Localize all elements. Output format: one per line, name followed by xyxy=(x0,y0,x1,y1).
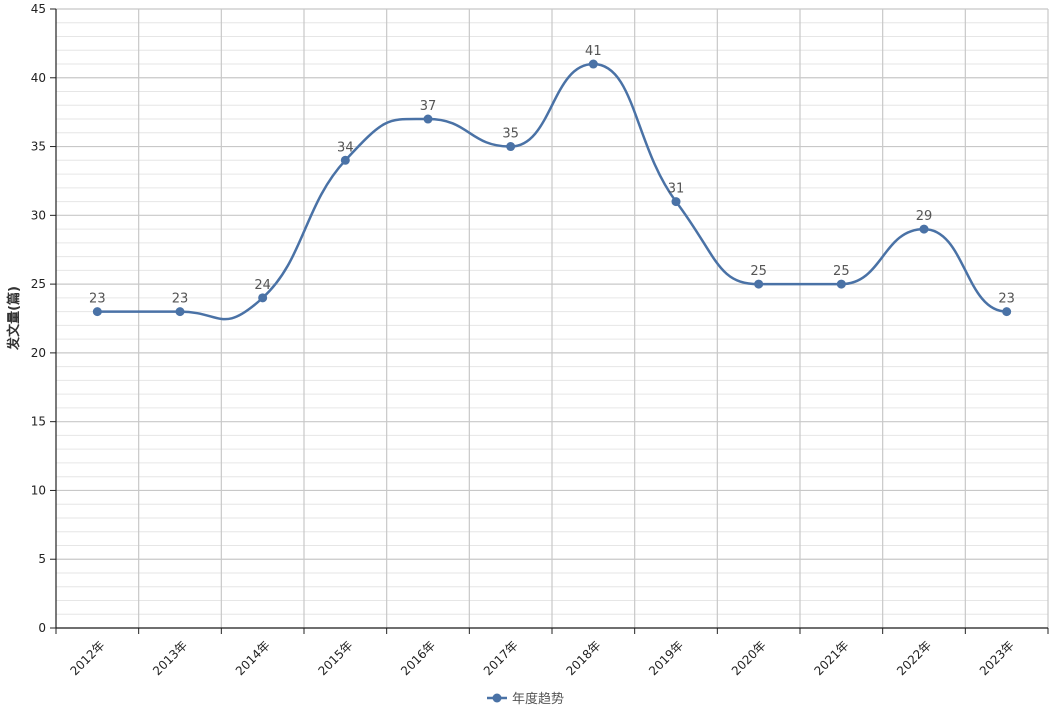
data-label: 25 xyxy=(833,264,850,279)
y-tick-label: 5 xyxy=(38,552,46,566)
data-label: 31 xyxy=(668,182,685,197)
legend[interactable]: 年度趋势 xyxy=(487,691,564,707)
data-point xyxy=(258,293,268,303)
data-point xyxy=(671,197,681,207)
y-tick-label: 35 xyxy=(31,140,46,154)
x-tick-label: 2023年 xyxy=(977,638,1017,678)
data-point xyxy=(836,279,846,289)
legend-dot-marker xyxy=(492,693,502,703)
data-label: 23 xyxy=(998,292,1015,307)
x-tick-label: 2017年 xyxy=(481,638,521,678)
grid xyxy=(56,8,1049,629)
data-point xyxy=(506,142,516,152)
legend-label[interactable]: 年度趋势 xyxy=(512,691,564,707)
data-point xyxy=(92,307,102,317)
data-label: 35 xyxy=(502,127,519,142)
data-point xyxy=(423,114,433,124)
data-point xyxy=(1002,307,1012,317)
y-axis-label: 发文量(篇) xyxy=(6,286,22,351)
data-label: 25 xyxy=(750,264,767,279)
x-tick-label: 2018年 xyxy=(563,638,603,678)
x-tick-label: 2022年 xyxy=(894,638,934,678)
y-tick-label: 45 xyxy=(31,2,46,16)
x-tick-label: 2021年 xyxy=(811,638,851,678)
data-label: 29 xyxy=(916,209,933,224)
y-tick-label: 20 xyxy=(31,346,46,360)
data-label: 37 xyxy=(420,99,437,114)
data-point xyxy=(175,307,185,317)
data-label: 34 xyxy=(337,140,354,155)
y-tick-label: 15 xyxy=(31,415,46,429)
y-tick-label: 40 xyxy=(31,71,46,85)
data-label: 23 xyxy=(89,292,106,307)
data-label: 41 xyxy=(585,44,602,59)
x-tick-label: 2014年 xyxy=(233,638,273,678)
data-point xyxy=(340,155,350,165)
data-point xyxy=(919,224,929,234)
y-tick-label: 25 xyxy=(31,277,46,291)
y-tick-label: 30 xyxy=(31,208,46,222)
data-point xyxy=(588,59,598,69)
x-tick-label: 2013年 xyxy=(150,638,190,678)
x-tick-label: 2020年 xyxy=(729,638,769,678)
axes: 0 5 10 15 20 25 30 35 40 45 2012年 2013年 2014年 2015年 20… xyxy=(31,2,1049,678)
data-point xyxy=(754,279,764,289)
data-label: 23 xyxy=(172,292,189,307)
y-tick-label: 0 xyxy=(38,621,46,635)
x-tick-label: 2016年 xyxy=(398,638,438,678)
data-label: 24 xyxy=(254,278,271,293)
x-tick-label: 2019年 xyxy=(646,638,686,678)
series: 23 23 24 34 37 35 41 31 25 25 29 23 xyxy=(89,44,1015,321)
y-tick-label: 10 xyxy=(31,483,46,497)
x-tick-label: 2012年 xyxy=(67,638,107,678)
x-tick-label: 2015年 xyxy=(315,638,355,678)
